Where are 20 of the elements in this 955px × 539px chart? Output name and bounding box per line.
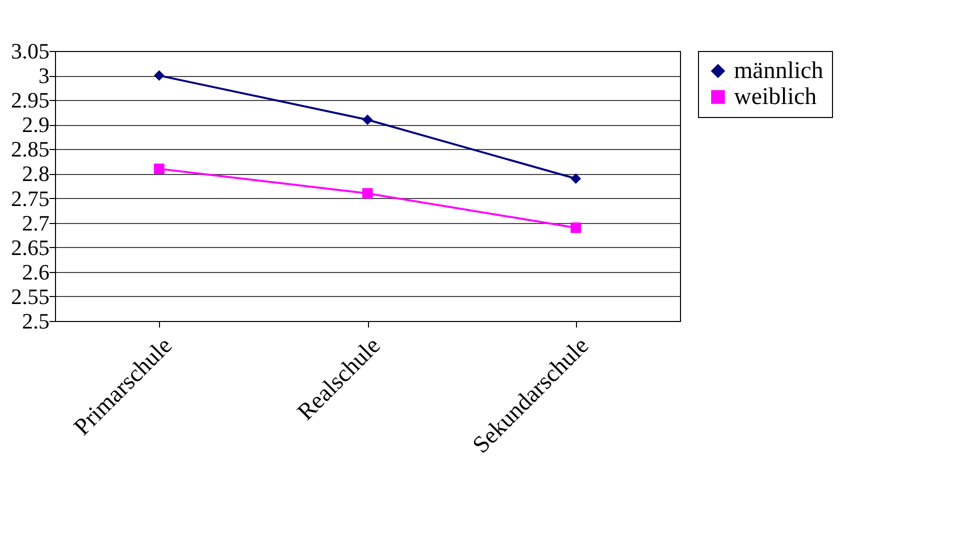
y-tick-label: 2.85 <box>11 136 50 162</box>
y-tick-label: 2.8 <box>22 161 50 186</box>
point <box>570 222 582 233</box>
point <box>154 70 164 81</box>
y-tick-label: 2.95 <box>11 88 50 113</box>
y-tick-label: 2.65 <box>11 234 50 260</box>
y-tick-label: 2.55 <box>11 284 50 309</box>
legend-label: weiblich <box>734 84 817 110</box>
y-tick-label: 2.5 <box>22 308 50 334</box>
point <box>570 173 582 184</box>
y-tick-label: 3 <box>38 63 50 88</box>
y-tick-label: 2.6 <box>22 259 50 284</box>
legend-label: männlich <box>734 58 824 84</box>
y-tick-label: 2.9 <box>22 112 50 138</box>
point <box>362 188 373 199</box>
y-tick-label: 2.75 <box>11 186 50 211</box>
y-tick-label: 3.05 <box>11 38 50 64</box>
point <box>154 164 164 174</box>
point <box>362 114 373 125</box>
y-tick-label: 2.7 <box>22 210 50 236</box>
